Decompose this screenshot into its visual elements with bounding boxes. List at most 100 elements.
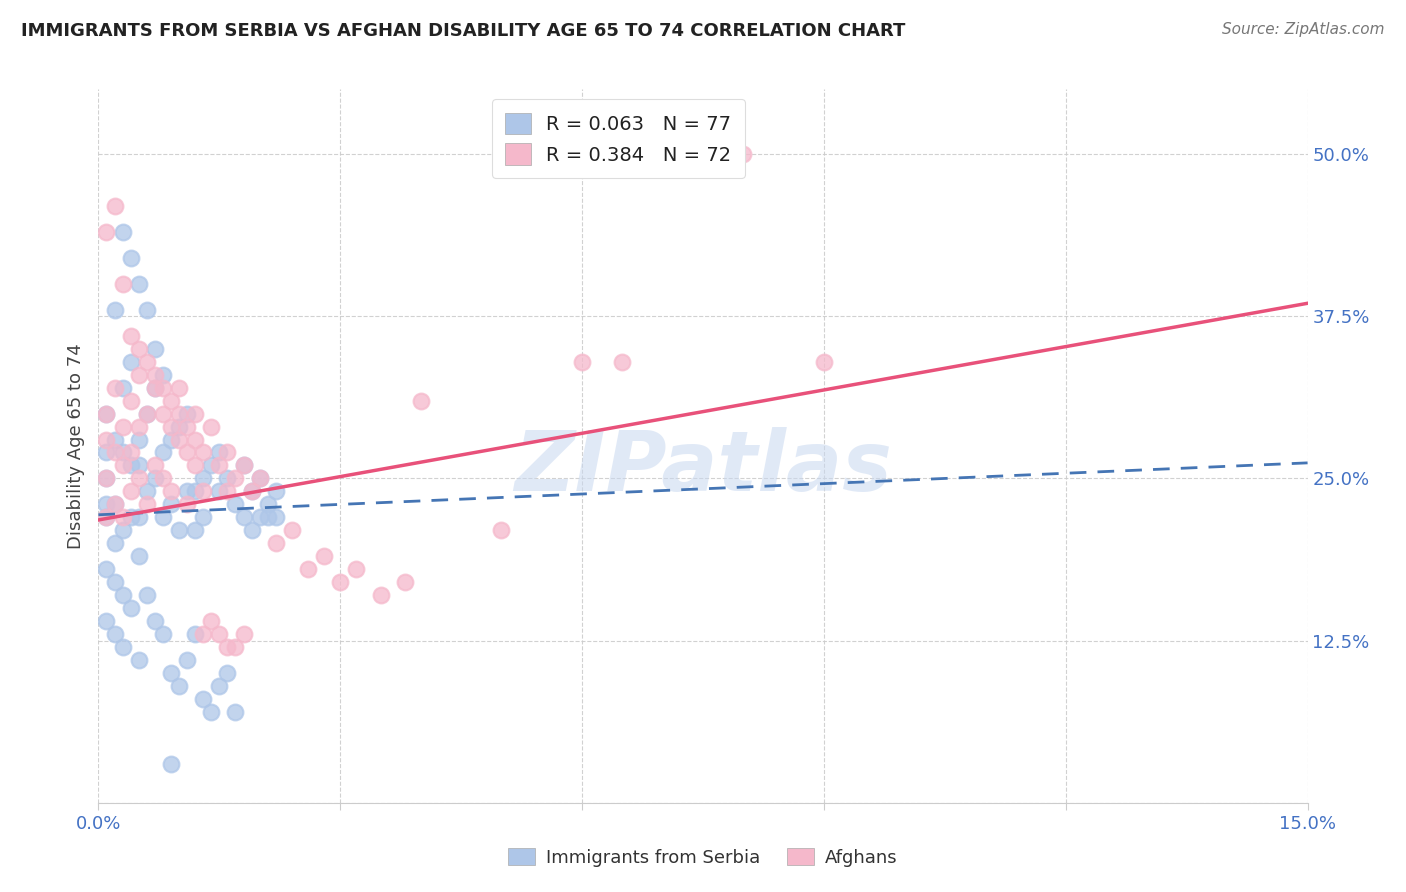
- Point: [152, 510, 174, 524]
- Point: [256, 497, 278, 511]
- Point: [409, 393, 432, 408]
- Point: [152, 407, 174, 421]
- Text: Source: ZipAtlas.com: Source: ZipAtlas.com: [1222, 22, 1385, 37]
- Point: [208, 627, 231, 641]
- Point: [240, 524, 263, 538]
- Point: [184, 627, 207, 641]
- Point: [160, 484, 183, 499]
- Point: [120, 510, 142, 524]
- Point: [96, 562, 118, 576]
- Point: [128, 458, 150, 473]
- Point: [135, 484, 157, 499]
- Point: [176, 407, 198, 421]
- Point: [370, 588, 392, 602]
- Point: [813, 354, 835, 368]
- Point: [329, 575, 352, 590]
- Point: [184, 458, 207, 473]
- Point: [111, 419, 134, 434]
- Point: [96, 471, 118, 485]
- Point: [176, 419, 198, 434]
- Point: [224, 497, 246, 511]
- Point: [96, 407, 118, 421]
- Point: [128, 510, 150, 524]
- Text: ZIPatlas: ZIPatlas: [515, 427, 891, 508]
- Point: [167, 381, 190, 395]
- Point: [143, 458, 166, 473]
- Point: [217, 666, 239, 681]
- Point: [152, 381, 174, 395]
- Point: [128, 433, 150, 447]
- Point: [344, 562, 367, 576]
- Point: [103, 433, 125, 447]
- Point: [612, 354, 634, 368]
- Point: [143, 342, 166, 356]
- Point: [217, 471, 239, 485]
- Point: [120, 354, 142, 368]
- Y-axis label: Disability Age 65 to 74: Disability Age 65 to 74: [66, 343, 84, 549]
- Point: [128, 471, 150, 485]
- Point: [152, 627, 174, 641]
- Point: [184, 484, 207, 499]
- Point: [193, 627, 215, 641]
- Point: [193, 471, 215, 485]
- Point: [297, 562, 319, 576]
- Point: [111, 445, 134, 459]
- Point: [167, 679, 190, 693]
- Point: [208, 484, 231, 499]
- Point: [193, 445, 215, 459]
- Point: [167, 419, 190, 434]
- Point: [111, 225, 134, 239]
- Point: [184, 433, 207, 447]
- Point: [491, 524, 513, 538]
- Point: [143, 381, 166, 395]
- Point: [96, 225, 118, 239]
- Point: [249, 471, 271, 485]
- Point: [217, 445, 239, 459]
- Point: [256, 510, 278, 524]
- Point: [111, 510, 134, 524]
- Point: [160, 393, 183, 408]
- Point: [111, 277, 134, 291]
- Point: [120, 601, 142, 615]
- Point: [232, 627, 254, 641]
- Point: [176, 445, 198, 459]
- Point: [160, 497, 183, 511]
- Point: [128, 419, 150, 434]
- Point: [200, 458, 222, 473]
- Point: [249, 510, 271, 524]
- Point: [96, 433, 118, 447]
- Point: [249, 471, 271, 485]
- Point: [120, 251, 142, 265]
- Point: [111, 458, 134, 473]
- Point: [128, 342, 150, 356]
- Point: [143, 368, 166, 382]
- Point: [103, 199, 125, 213]
- Point: [152, 445, 174, 459]
- Point: [160, 666, 183, 681]
- Point: [264, 510, 287, 524]
- Point: [96, 445, 118, 459]
- Point: [128, 368, 150, 382]
- Point: [103, 381, 125, 395]
- Point: [217, 484, 239, 499]
- Point: [96, 510, 118, 524]
- Point: [135, 354, 157, 368]
- Point: [200, 705, 222, 719]
- Text: IMMIGRANTS FROM SERBIA VS AFGHAN DISABILITY AGE 65 TO 74 CORRELATION CHART: IMMIGRANTS FROM SERBIA VS AFGHAN DISABIL…: [21, 22, 905, 40]
- Point: [135, 588, 157, 602]
- Point: [200, 614, 222, 628]
- Point: [135, 407, 157, 421]
- Point: [264, 484, 287, 499]
- Point: [217, 640, 239, 654]
- Point: [193, 510, 215, 524]
- Point: [111, 381, 134, 395]
- Point: [394, 575, 416, 590]
- Legend: Immigrants from Serbia, Afghans: Immigrants from Serbia, Afghans: [501, 841, 905, 874]
- Point: [167, 524, 190, 538]
- Point: [96, 510, 118, 524]
- Point: [176, 653, 198, 667]
- Point: [200, 419, 222, 434]
- Point: [103, 536, 125, 550]
- Point: [224, 471, 246, 485]
- Point: [167, 407, 190, 421]
